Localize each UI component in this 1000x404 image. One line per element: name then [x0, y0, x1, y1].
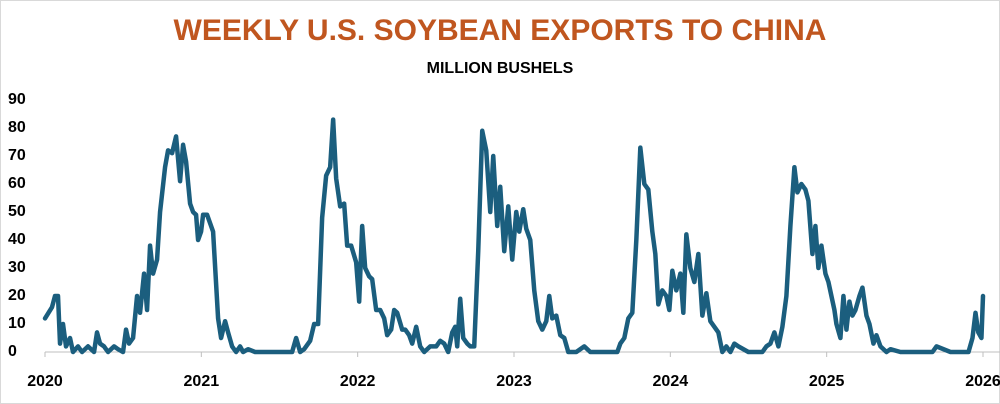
- x-tick-label: 2022: [340, 373, 376, 390]
- x-tick-label: 2025: [809, 373, 845, 390]
- chart-subtitle: MILLION BUSHELS: [427, 60, 574, 77]
- y-tick-label: 40: [8, 231, 26, 248]
- y-tick-label: 30: [8, 259, 26, 276]
- x-tick-label: 2026: [965, 373, 1000, 390]
- y-tick-label: 60: [8, 175, 26, 192]
- data-line: [42, 117, 986, 355]
- x-tick-label: 2021: [184, 373, 220, 390]
- y-tick-label: 10: [8, 315, 26, 332]
- chart-title: WEEKLY U.S. SOYBEAN EXPORTS TO CHINA: [174, 14, 827, 47]
- y-tick-label: 0: [8, 343, 17, 360]
- x-tick-label: 2024: [653, 373, 689, 390]
- y-tick-label: 90: [8, 91, 26, 108]
- y-tick-label: 50: [8, 203, 26, 220]
- y-tick-label: 70: [8, 147, 26, 164]
- x-tick-label: 2020: [27, 373, 63, 390]
- y-tick-label: 20: [8, 287, 26, 304]
- x-tick-label: 2023: [496, 373, 532, 390]
- y-tick-label: 80: [8, 119, 26, 136]
